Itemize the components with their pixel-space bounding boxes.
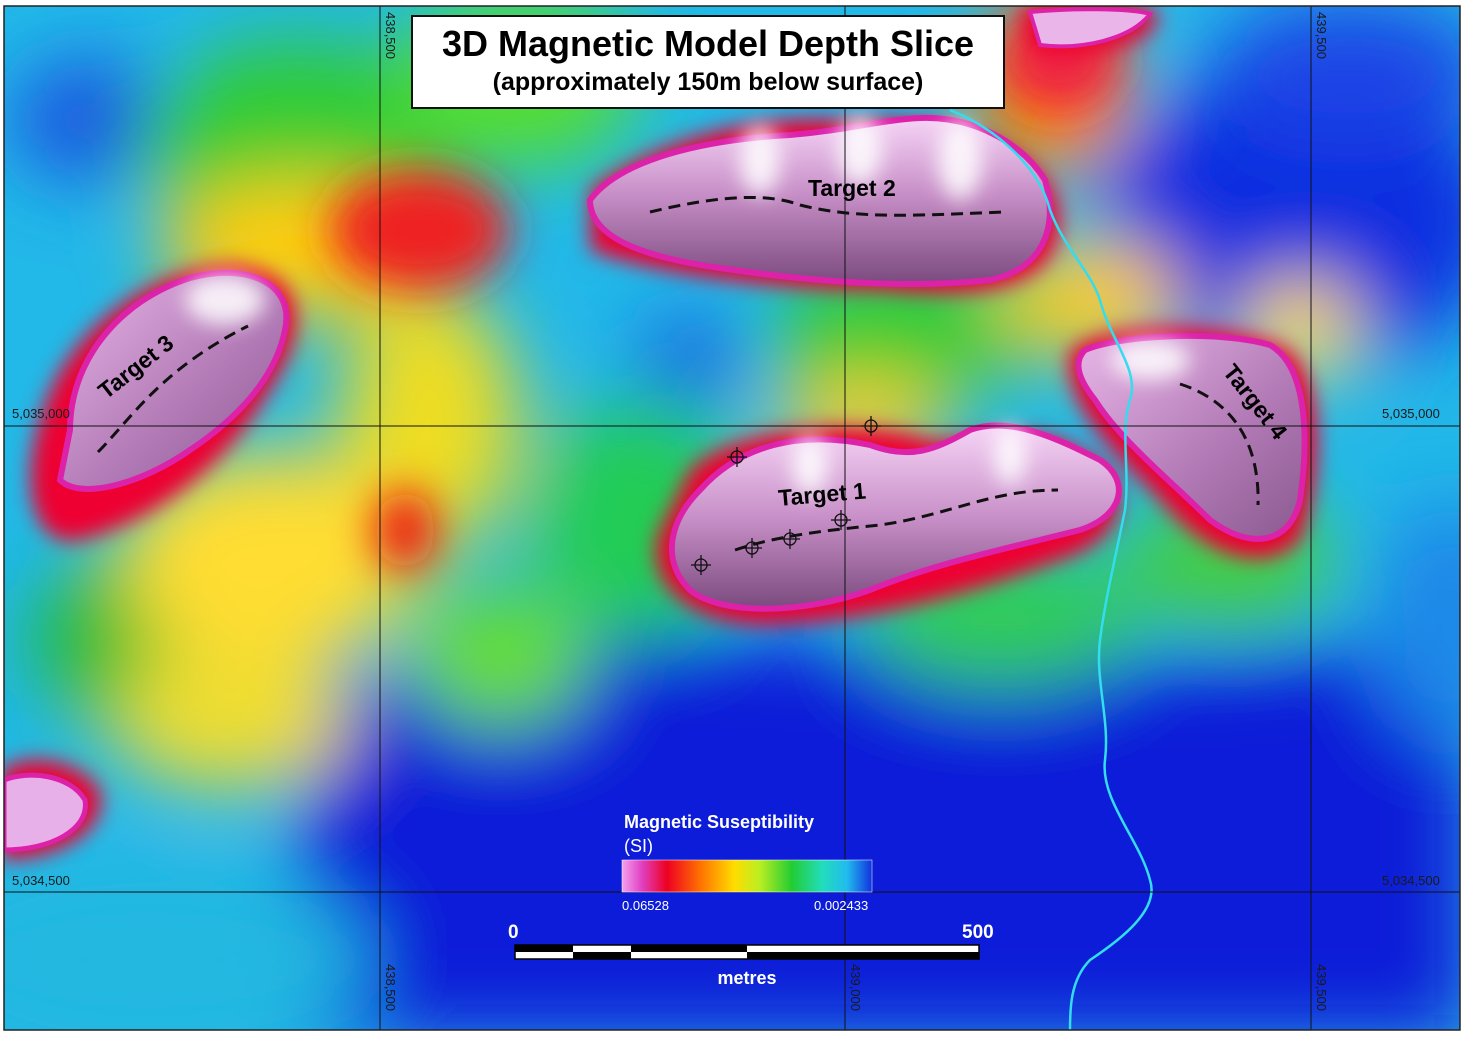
drill-hole-icon	[831, 510, 851, 530]
drill-hole-icon	[780, 529, 800, 549]
map-frame	[3, 5, 1461, 1031]
legend-min-label: 0.002433	[814, 898, 868, 913]
target-axes	[96, 195, 1260, 552]
easting-label-top-3: 439,500	[1314, 12, 1329, 59]
map-title-box: 3D Magnetic Model Depth Slice (approxima…	[411, 15, 1005, 109]
color-legend: Magnetic Suseptibility (SI) 0.06528 0.00…	[621, 812, 873, 913]
target-3-body	[56, 269, 290, 492]
easting-label-bottom-2: 439,000	[848, 964, 863, 1011]
legend-color-bar	[621, 859, 873, 893]
easting-label-top-1: 438,500	[383, 12, 398, 59]
northing-label-left-2: 5,034,500	[12, 873, 70, 888]
drill-hole-icon	[861, 416, 881, 436]
easting-label-bottom-1: 438,500	[383, 964, 398, 1011]
legend-max-label: 0.06528	[622, 898, 669, 913]
map-title: 3D Magnetic Model Depth Slice	[442, 23, 974, 64]
scale-bar: 0 500 metres	[508, 922, 994, 988]
legend-unit: (SI)	[624, 836, 653, 856]
drill-hole-icon	[742, 538, 762, 558]
easting-label-bottom-3: 439,500	[1314, 964, 1329, 1011]
map-subtitle: (approximately 150m below surface)	[493, 68, 924, 96]
scale-unit-label: metres	[717, 968, 776, 988]
drill-hole-symbols	[691, 416, 881, 575]
northing-label-left-1: 5,035,000	[12, 406, 70, 421]
target-2-body	[586, 114, 1053, 288]
target-2-label: Target 2	[808, 175, 896, 201]
drill-hole-icon	[691, 555, 711, 575]
drill-hole-icon	[727, 447, 747, 467]
drainage-line	[949, 108, 1153, 1030]
target-4-body	[1075, 332, 1308, 542]
northing-label-right-2: 5,034,500	[1382, 873, 1440, 888]
legend-title: Magnetic Suseptibility	[624, 812, 814, 832]
grid-labels: 438,500 439,500 438,500 439,000 439,500 …	[12, 12, 1440, 1011]
northing-label-right-1: 5,035,000	[1382, 406, 1440, 421]
scale-start-label: 0	[508, 922, 519, 943]
scale-end-label: 500	[962, 922, 994, 943]
